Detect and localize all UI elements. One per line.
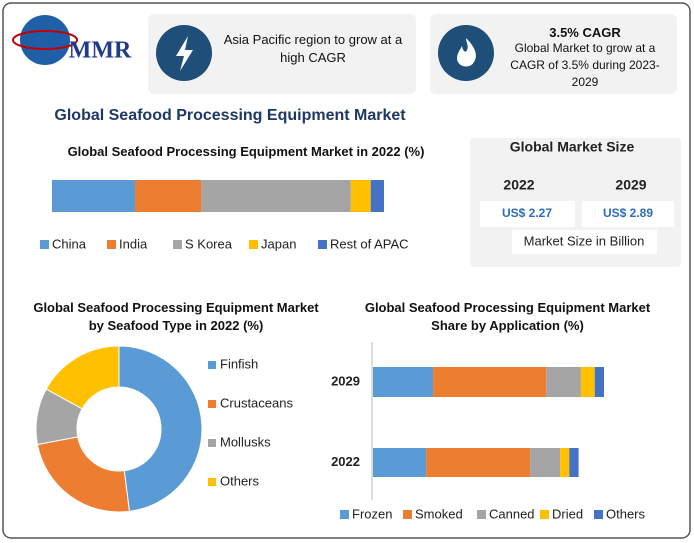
legend-label: Japan (261, 236, 296, 251)
bar-segment (569, 448, 579, 477)
legend-label: S Korea (185, 236, 233, 251)
pie-slice (45, 345, 120, 410)
bar-segment (373, 367, 434, 397)
year: 2022 (503, 177, 534, 193)
bar-segment (201, 180, 351, 212)
legend-swatch (173, 240, 182, 249)
legend-swatch (340, 510, 349, 519)
value-cell (582, 201, 674, 227)
legend-label: Crustaceans (220, 395, 293, 410)
legend-swatch (40, 240, 49, 249)
legend-label: Others (220, 473, 260, 488)
main-title: Global Seafood Processing Equipment Mark… (54, 107, 406, 124)
legend-swatch (594, 510, 603, 519)
legend-label: Finfish (220, 356, 258, 371)
market-value: US$ 2.27 (502, 206, 552, 220)
bar-segment (546, 367, 581, 397)
legend-label: Rest of APAC (330, 236, 409, 251)
bar-segment (560, 448, 570, 477)
chart-title: Global Seafood Processing Equipment Mark… (33, 300, 319, 333)
legend-swatch (208, 361, 216, 369)
bar-segment (350, 180, 371, 212)
legend-label: Mollusks (220, 434, 271, 449)
y-tick-label: 2022 (331, 454, 360, 469)
bar-segment (135, 180, 202, 212)
legend-swatch (318, 240, 327, 249)
legend-swatch (403, 510, 412, 519)
highlight-text: Global Market to grow at a CAGR of 3.5% … (510, 41, 660, 89)
legend-label: Dried (552, 506, 583, 521)
bar-segment (373, 448, 427, 477)
highlight-text: Asia Pacific region to grow at a high CA… (223, 32, 403, 65)
y-tick-label: 2029 (331, 373, 360, 388)
logo-orbit (12, 30, 78, 50)
year: 2029 (615, 177, 646, 193)
bar-segment (433, 367, 547, 397)
value-cell (480, 201, 575, 227)
bar-segment (52, 180, 135, 212)
bar-segment (370, 180, 384, 212)
legend-swatch (540, 510, 549, 519)
bar-segment (426, 448, 531, 477)
pie-slice (118, 345, 203, 512)
legend-swatch (107, 240, 116, 249)
highlight-title: 3.5% CAGR (549, 25, 621, 40)
chart-title: Global Seafood Processing Equipment Mark… (364, 300, 651, 333)
panel-note: Market Size in Billion (524, 233, 645, 248)
note-cell (512, 230, 657, 254)
bar-segment (594, 367, 604, 397)
highlight-box (148, 14, 416, 94)
legend-label: China (52, 236, 87, 251)
bolt-icon (176, 36, 193, 71)
bar-segment (530, 448, 561, 477)
legend-label: Others (606, 506, 646, 521)
flame-icon (457, 38, 476, 67)
legend-swatch (208, 400, 216, 408)
legend-swatch (208, 439, 216, 447)
legend-label: Frozen (352, 506, 392, 521)
legend-label: India (119, 236, 148, 251)
chart-title: Global Seafood Processing Equipment Mark… (67, 144, 425, 159)
highlight-box (430, 14, 677, 94)
logo-text: MMR (69, 38, 132, 64)
legend-swatch (249, 240, 258, 249)
panel-title: Global Market Size (510, 139, 635, 155)
legend-label: Smoked (415, 506, 463, 521)
legend-label: Canned (489, 506, 535, 521)
market-value: US$ 2.89 (603, 206, 653, 220)
legend-swatch (477, 510, 486, 519)
bar-segment (580, 367, 595, 397)
pie-slice (36, 436, 130, 513)
logo-globe (20, 15, 70, 65)
legend-swatch (208, 478, 216, 486)
